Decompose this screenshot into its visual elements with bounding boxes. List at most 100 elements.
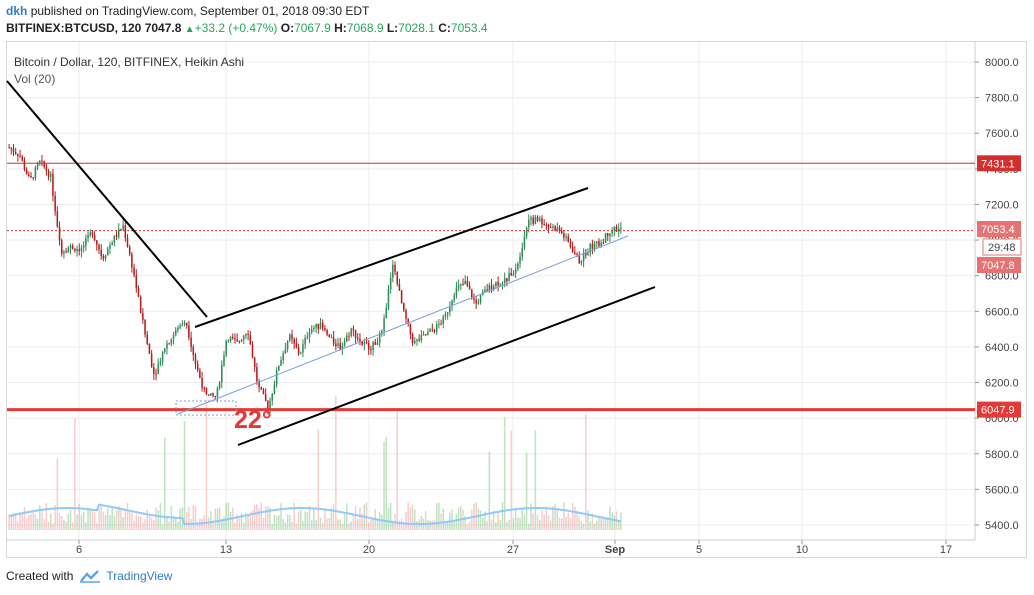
candle-body [585, 252, 587, 256]
volume-bar [497, 511, 499, 530]
volume-bar [460, 506, 462, 530]
candle-body [148, 343, 151, 354]
candle-body [36, 164, 39, 168]
volume-bar [466, 523, 469, 530]
volume-bar [82, 512, 85, 530]
candle-body [591, 244, 594, 249]
candle-body [170, 338, 173, 344]
volume-bar [455, 513, 458, 530]
legend-title: Bitcoin / Dollar, 120, BITFINEX, Heikin … [14, 55, 245, 69]
candle-body [424, 334, 427, 336]
volume-bar [289, 514, 291, 530]
candle-body [306, 337, 309, 339]
volume-bar [596, 520, 598, 530]
volume-bar [142, 522, 144, 530]
chart-frame[interactable] [6, 41, 1027, 558]
candle-body [52, 173, 54, 196]
volume-bar [578, 516, 581, 530]
candle-body [166, 343, 168, 349]
candle-body [405, 310, 407, 319]
candle-body [49, 173, 52, 177]
candle-body [514, 269, 517, 274]
candle-body [126, 237, 129, 247]
channel-bottom [237, 286, 656, 446]
y-tick-label: 7600.0 [985, 128, 1019, 140]
volume-bar [438, 502, 440, 530]
candle-body [484, 289, 486, 292]
candle-body [602, 242, 605, 244]
volume-bar [560, 518, 563, 530]
volume-bar [280, 503, 282, 530]
tradingview-link[interactable]: TradingView [79, 569, 172, 583]
candle-body [139, 296, 142, 314]
candle-body [376, 342, 379, 345]
candle-body [242, 335, 245, 340]
candle-body [335, 343, 337, 347]
candle-body [122, 225, 124, 230]
candle-body [477, 302, 480, 304]
candle-body [521, 247, 523, 257]
candle-body [188, 325, 190, 338]
candle-body [199, 370, 201, 378]
volume-bar [468, 521, 471, 530]
candle-body [490, 285, 493, 290]
up-arrow-icon: ▲ [184, 24, 195, 35]
candle-body [587, 252, 589, 256]
volume-bar [528, 523, 530, 530]
candle-body [137, 288, 140, 297]
candle-body [372, 342, 374, 351]
high-value: 7068.9 [346, 21, 384, 35]
candle-body [534, 216, 537, 224]
x-tick-label: 10 [796, 544, 808, 556]
candle-body [262, 389, 265, 394]
volume-bar [39, 505, 41, 530]
candle-body [190, 337, 192, 347]
volume-bar [188, 507, 190, 530]
volume-bar [221, 518, 223, 530]
y-tick-label: 6800.0 [985, 271, 1019, 283]
candle-body [617, 228, 620, 232]
candle-body [457, 285, 460, 288]
candle-body [438, 323, 440, 325]
candle-body [240, 339, 243, 342]
candle-body [569, 241, 572, 247]
volume-bar [392, 520, 394, 530]
volume-bar [580, 521, 583, 530]
y-tick-label: 7200.0 [985, 199, 1019, 211]
volume-bar [19, 511, 21, 530]
candle-body [278, 365, 280, 371]
volume-bar [249, 512, 252, 530]
volume-bar [124, 508, 127, 530]
volume-bar [245, 512, 247, 530]
candle-body [91, 232, 94, 236]
volume-bar [490, 519, 493, 530]
volume-bar [324, 509, 326, 530]
candle-body [216, 388, 219, 397]
volume-bar [565, 517, 567, 530]
candle-body [117, 229, 120, 237]
candle-body [17, 153, 19, 156]
volume-bar [346, 503, 348, 530]
candle-body [525, 227, 528, 237]
publisher-username[interactable]: dkh [6, 4, 28, 18]
volume-bar [321, 522, 324, 530]
candle-body [558, 227, 561, 231]
candle-body [45, 166, 48, 171]
candle-body [552, 226, 554, 228]
volume-bar [120, 508, 122, 530]
volume-bar [484, 511, 486, 530]
volume-bar [113, 516, 116, 530]
volume-bar [148, 513, 151, 530]
candle-body [499, 283, 502, 286]
volume-bar [405, 511, 407, 530]
candle-body [56, 211, 59, 227]
volume-bar [563, 502, 565, 530]
volume-bar [291, 521, 293, 530]
volume-bar [93, 512, 96, 530]
volume-bar [194, 506, 197, 530]
volume-bar [52, 523, 54, 530]
volume-bar [166, 516, 168, 530]
volume-bar [240, 513, 243, 530]
candle-body [554, 226, 556, 231]
